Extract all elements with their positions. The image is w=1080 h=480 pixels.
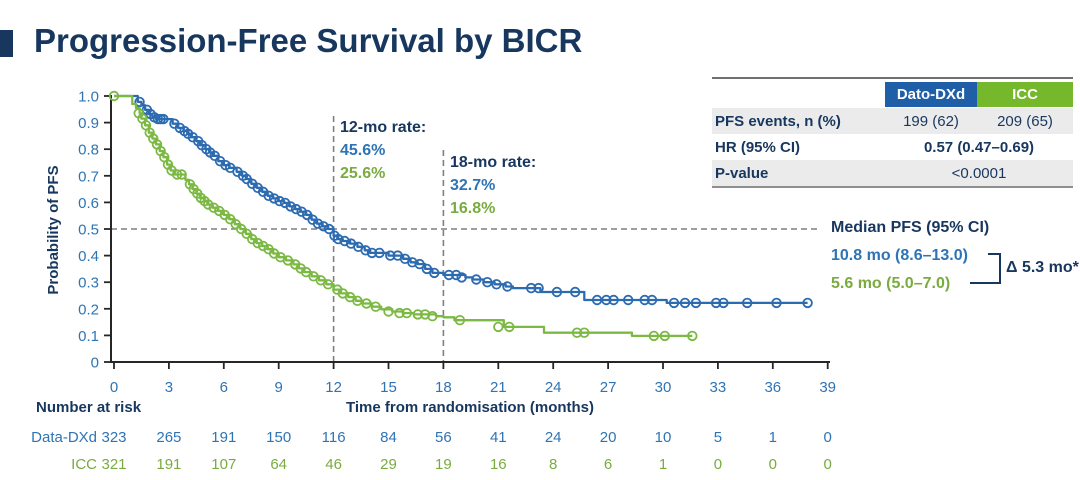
stats-table-corner-cell <box>712 82 885 107</box>
risk-row-icc: ICC 321 191 107 64 46 29 19 16 8 6 1 0 0 0 <box>71 456 832 473</box>
rate-12-label: 12-mo rate: <box>340 119 427 136</box>
number-at-risk-label: Number at risk <box>36 399 142 416</box>
svg-text:0: 0 <box>110 379 118 396</box>
rate-12-icc-value: 25.6% <box>340 165 386 182</box>
stats-table-header-dato: Dato-DXd <box>885 82 977 107</box>
km-series-dato-dxd <box>114 94 813 309</box>
svg-text:0.7: 0.7 <box>78 168 99 185</box>
svg-text:33: 33 <box>710 379 727 396</box>
rate-12-dato-value: 45.6% <box>340 142 386 159</box>
rate-18-label: 18-mo rate: <box>450 154 537 171</box>
svg-text:12: 12 <box>325 379 342 396</box>
x-axis-title: Time from randomisation (months) <box>345 399 595 416</box>
median-pfs-label: Median PFS (95% CI) <box>831 219 990 236</box>
risk-count: 41 <box>490 429 507 446</box>
risk-row-label: ICC <box>71 456 97 473</box>
svg-text:21: 21 <box>490 379 507 396</box>
svg-text:0.4: 0.4 <box>78 248 99 265</box>
y-axis-title: Probability of PFS <box>45 165 62 295</box>
svg-text:15: 15 <box>380 379 397 396</box>
svg-text:0.9: 0.9 <box>78 115 99 132</box>
svg-text:24: 24 <box>545 379 562 396</box>
median-delta-value: Δ 5.3 mo* <box>1006 259 1079 276</box>
svg-text:0.8: 0.8 <box>78 142 99 159</box>
x-tick-labels: 0 3 6 9 12 15 18 21 24 27 30 33 36 39 <box>110 379 836 396</box>
risk-count: 5 <box>714 429 722 446</box>
km-curve <box>114 94 693 338</box>
stats-row-hr-value: 0.57 (0.47–0.69) <box>923 138 1035 156</box>
risk-count: 29 <box>380 456 397 473</box>
svg-text:27: 27 <box>600 379 617 396</box>
risk-count: 321 <box>101 456 126 473</box>
stats-table-header-icc: ICC <box>977 82 1073 107</box>
svg-text:0.5: 0.5 <box>78 222 99 239</box>
censor-marks <box>108 90 698 342</box>
risk-count: 0 <box>824 429 832 446</box>
risk-count: 0 <box>824 456 832 473</box>
risk-count: 1 <box>769 429 777 446</box>
risk-count: 8 <box>549 456 557 473</box>
svg-text:36: 36 <box>764 379 781 396</box>
risk-count: 116 <box>322 429 346 446</box>
stats-row-pvalue-value: <0.0001 <box>885 160 1073 186</box>
risk-row-label: Data-DXd <box>31 429 97 446</box>
delta-bracket <box>970 253 1001 284</box>
svg-text:0.3: 0.3 <box>78 275 99 292</box>
risk-count: 16 <box>490 456 507 473</box>
risk-count: 20 <box>600 429 617 446</box>
risk-count: 265 <box>156 429 181 446</box>
risk-count: 19 <box>435 456 452 473</box>
rate-18-icc-value: 16.8% <box>450 200 496 217</box>
median-pfs-annotation: Median PFS (95% CI) 10.8 mo (8.6–13.0) 5… <box>831 214 989 298</box>
y-tick-labels: 1.0 0.9 0.8 0.7 0.6 0.5 0.4 0.3 0.2 0.1 0 <box>78 89 99 372</box>
svg-text:6: 6 <box>220 379 228 396</box>
title-accent-square <box>0 30 13 57</box>
stats-row-pvalue-label: P-value <box>712 160 885 186</box>
rate-18-annotation: 18-mo rate: 32.7% 16.8% <box>450 151 536 220</box>
risk-count: 1 <box>659 456 667 473</box>
svg-text:0.6: 0.6 <box>78 195 99 212</box>
risk-count: 46 <box>325 456 342 473</box>
svg-text:1.0: 1.0 <box>78 89 99 106</box>
risk-count: 10 <box>655 429 672 446</box>
stats-table: Dato-DXd ICC PFS events, n (%) 199 (62) … <box>712 77 1073 188</box>
svg-text:0.2: 0.2 <box>78 301 99 318</box>
svg-text:0.1: 0.1 <box>78 328 99 345</box>
svg-text:0: 0 <box>91 355 99 372</box>
svg-text:9: 9 <box>275 379 283 396</box>
svg-text:3: 3 <box>165 379 173 396</box>
risk-count: 107 <box>211 456 236 473</box>
stats-row-pfs-events-label: PFS events, n (%) <box>712 108 885 134</box>
risk-count: 150 <box>266 429 291 446</box>
risk-count: 24 <box>545 429 562 446</box>
median-pfs-dato-value: 10.8 mo (8.6–13.0) <box>831 247 968 264</box>
risk-count: 84 <box>380 429 397 446</box>
stats-row-pfs-events-icc: 209 (65) <box>977 108 1073 134</box>
page-title: Progression-Free Survival by BICR <box>34 22 583 59</box>
svg-text:39: 39 <box>819 379 836 396</box>
risk-count: 191 <box>156 456 181 473</box>
risk-row-data-dxd: Data-DXd 323 265 191 150 116 84 56 41 24 20 10 5 1 0 <box>31 429 832 446</box>
risk-count: 0 <box>714 456 722 473</box>
risk-count: 56 <box>435 429 452 446</box>
svg-text:18: 18 <box>435 379 452 396</box>
rate-12-annotation: 12-mo rate: 45.6% 25.6% <box>340 116 426 185</box>
risk-count: 0 <box>769 456 777 473</box>
stats-row-pfs-events-dato: 199 (62) <box>885 108 977 134</box>
svg-text:30: 30 <box>655 379 672 396</box>
censor-marks <box>134 96 813 309</box>
risk-count: 6 <box>604 456 612 473</box>
km-series-icc <box>108 90 698 342</box>
risk-count: 323 <box>101 429 126 446</box>
risk-count: 64 <box>270 456 287 473</box>
median-pfs-icc-value: 5.6 mo (5.0–7.0) <box>831 275 951 292</box>
rate-18-dato-value: 32.7% <box>450 177 496 194</box>
risk-count: 191 <box>211 429 236 446</box>
stats-row-hr-label: HR (95% CI) <box>715 138 801 156</box>
